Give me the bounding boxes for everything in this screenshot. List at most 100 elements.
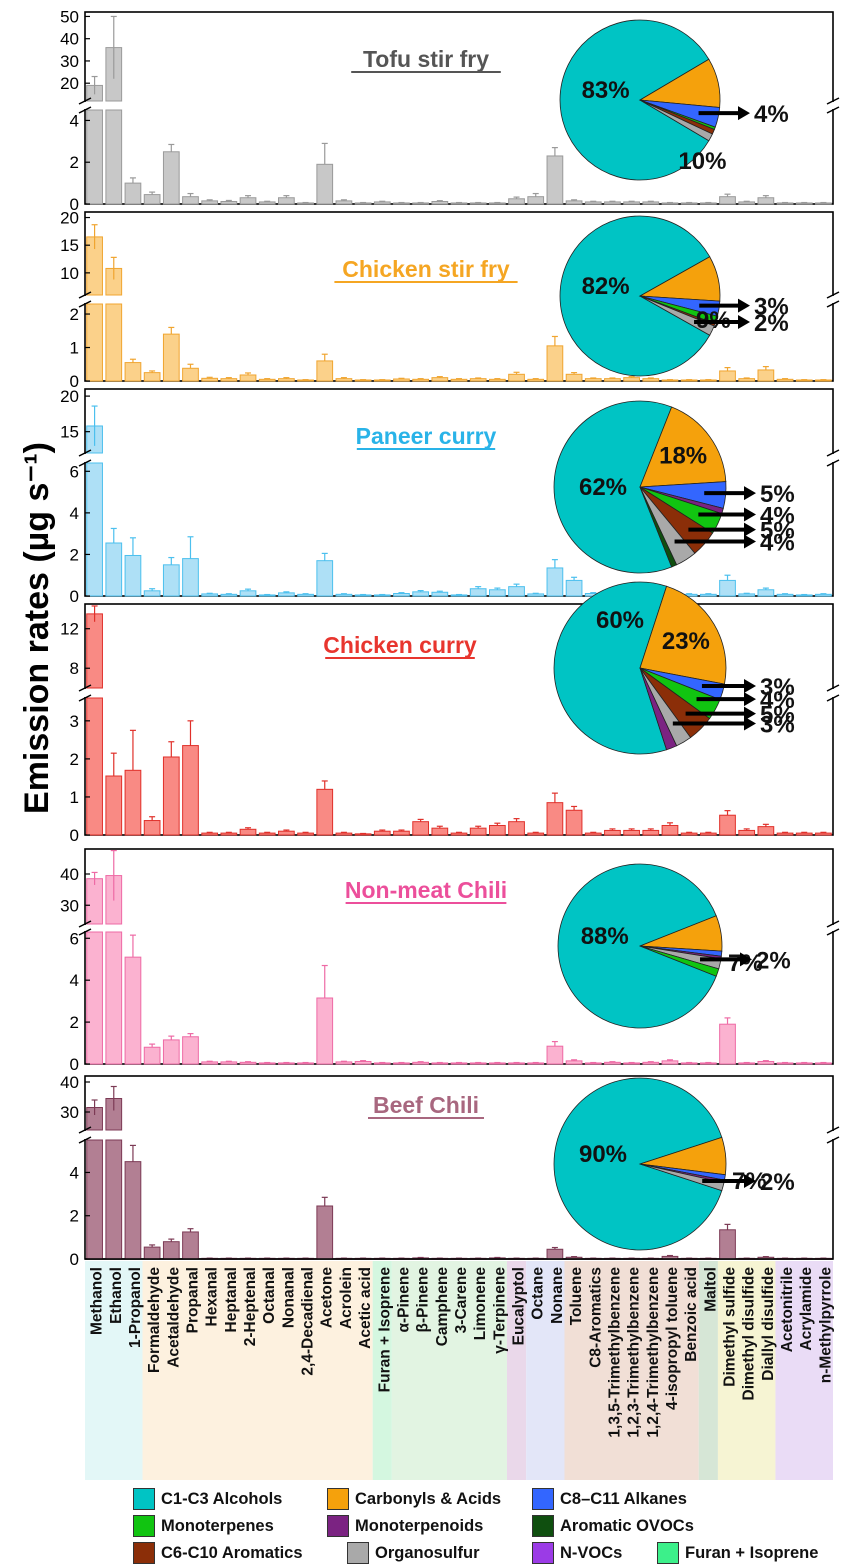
bar bbox=[86, 1139, 103, 1260]
bar bbox=[757, 369, 775, 382]
pie-label: 7% bbox=[728, 950, 763, 977]
bar bbox=[105, 931, 123, 1065]
axis-break-mark bbox=[826, 106, 840, 114]
bar bbox=[469, 378, 487, 382]
x-tick-label: Acrolein bbox=[338, 1267, 355, 1329]
bar bbox=[162, 564, 180, 597]
pie-label: 83% bbox=[582, 77, 630, 104]
bar bbox=[623, 201, 640, 205]
category-band-organosulfur bbox=[717, 1261, 776, 1480]
axis-break-gap bbox=[75, 454, 843, 462]
y-tick-label: 2 bbox=[70, 545, 79, 564]
legend-swatch bbox=[327, 1515, 349, 1537]
pie-arrowhead bbox=[738, 106, 750, 121]
legend-swatch bbox=[532, 1488, 554, 1510]
x-tick-label: Limonene bbox=[472, 1267, 489, 1341]
y-tick-label: 4 bbox=[70, 971, 79, 990]
axis-break-mark bbox=[826, 694, 840, 702]
bar bbox=[143, 372, 161, 382]
bar bbox=[604, 1061, 621, 1065]
bar bbox=[278, 197, 295, 205]
panel-title: Tofu stir fry bbox=[363, 46, 489, 72]
bar bbox=[719, 370, 736, 382]
legend-swatch bbox=[133, 1488, 155, 1510]
bar bbox=[546, 155, 564, 205]
bar bbox=[201, 832, 219, 836]
bar bbox=[86, 878, 103, 925]
pie-slice bbox=[553, 400, 673, 574]
pie-slice bbox=[639, 486, 678, 568]
category-band-monoterpenoids bbox=[506, 1261, 527, 1480]
bar bbox=[143, 194, 161, 205]
legend-label: C1-C3 Alcohols bbox=[161, 1489, 283, 1508]
bar bbox=[719, 1023, 736, 1065]
y-axis-label: Emission rates (µg s⁻¹) bbox=[18, 442, 56, 814]
pie-arrowhead bbox=[744, 716, 756, 731]
pie-arrowhead bbox=[744, 1174, 756, 1189]
bar bbox=[335, 832, 353, 836]
x-tick-label: β-Pinene bbox=[415, 1267, 432, 1333]
bar bbox=[86, 613, 103, 689]
axis-break-mark bbox=[826, 449, 840, 457]
bar bbox=[719, 1229, 736, 1260]
pie-slice bbox=[639, 295, 715, 336]
pie-label: 3% bbox=[760, 712, 795, 739]
pie-slice bbox=[557, 863, 717, 1029]
x-tick-label: γ-Terpinene bbox=[491, 1267, 508, 1354]
bar bbox=[316, 360, 334, 382]
pie-label: 3% bbox=[754, 294, 789, 321]
bar bbox=[508, 198, 525, 205]
bar bbox=[815, 593, 832, 597]
bar bbox=[162, 1241, 180, 1260]
x-tick-label: 2-Heptenal bbox=[242, 1267, 259, 1346]
bar bbox=[335, 593, 353, 597]
y-tick-label: 0 bbox=[70, 1055, 79, 1074]
x-tick-label: Acetone bbox=[319, 1267, 336, 1329]
x-tick-label: C8-Aromatics bbox=[587, 1267, 604, 1368]
y-tick-label: 10 bbox=[60, 264, 79, 283]
legend-label: Monoterpenes bbox=[161, 1516, 274, 1535]
legend-label: Monoterpenoids bbox=[355, 1516, 484, 1535]
axis-break-mark bbox=[78, 928, 92, 936]
panel-4: 30 40 0 2 4 6 Non-meat Chili 88% 7%2% bbox=[60, 848, 843, 1074]
pie-label: 90% bbox=[579, 1141, 627, 1168]
bar bbox=[278, 592, 295, 597]
bar bbox=[393, 378, 410, 382]
bar bbox=[124, 554, 142, 597]
bar bbox=[86, 697, 103, 836]
axis-break-gap bbox=[75, 296, 843, 303]
bar bbox=[143, 590, 161, 597]
x-tick-label: Dimethyl disulfide bbox=[741, 1267, 758, 1401]
legend-label: Furan + Isoprene bbox=[685, 1543, 819, 1562]
y-tick-label: 2 bbox=[70, 305, 79, 324]
pie-arrowhead bbox=[744, 692, 756, 707]
x-tick-label: Maltol bbox=[702, 1267, 719, 1312]
legend-label: Carbonyls & Acids bbox=[355, 1489, 502, 1508]
legend-swatch bbox=[327, 1488, 349, 1510]
x-tick-label: Propanal bbox=[184, 1267, 201, 1333]
bar bbox=[527, 593, 545, 597]
pie-arrowhead bbox=[744, 534, 756, 549]
bar bbox=[354, 1060, 372, 1065]
legend-swatch bbox=[532, 1515, 554, 1537]
bar bbox=[278, 830, 295, 836]
bar bbox=[278, 378, 295, 382]
bar bbox=[182, 1231, 199, 1260]
y-tick-label: 4 bbox=[70, 504, 79, 523]
bar bbox=[86, 931, 103, 1065]
axis-break-mark bbox=[826, 920, 840, 928]
bar bbox=[546, 567, 564, 597]
bar bbox=[642, 829, 660, 836]
bar bbox=[776, 378, 794, 382]
axis-break-mark bbox=[78, 459, 92, 467]
category-band-nvocs bbox=[775, 1261, 833, 1480]
bar bbox=[373, 201, 391, 205]
bar bbox=[201, 377, 219, 382]
y-tick-label: 0 bbox=[70, 1250, 79, 1269]
axis-break-mark bbox=[826, 1136, 840, 1144]
bar bbox=[239, 590, 257, 597]
bar bbox=[220, 832, 238, 836]
pie-label: 4% bbox=[760, 502, 795, 529]
axis-break-mark bbox=[78, 920, 92, 928]
